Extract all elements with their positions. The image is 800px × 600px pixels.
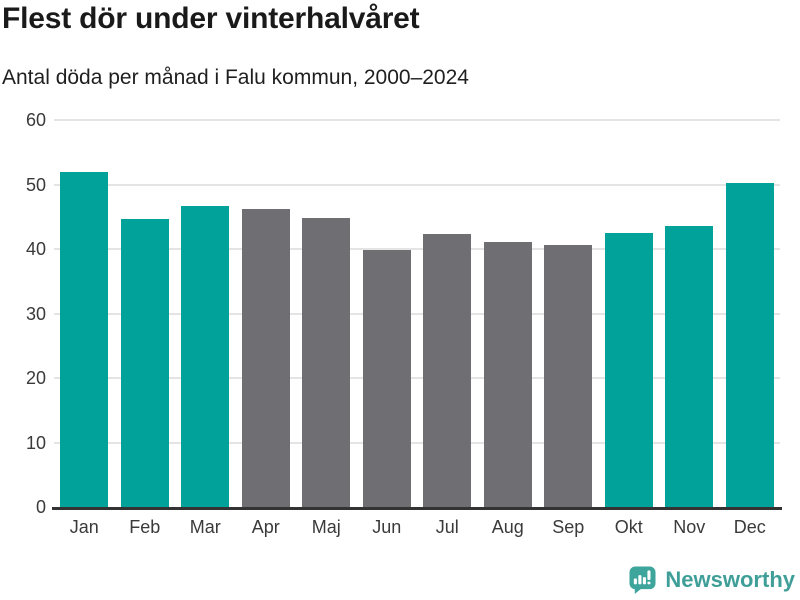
y-axis: 0 10 20 30 40 50 60: [0, 110, 46, 517]
y-tick-label-30: 30: [25, 303, 46, 324]
bar-mar: [181, 205, 230, 507]
bar-aug: [483, 241, 532, 507]
gridline-y-20: [54, 377, 780, 379]
gridline-y-40: [54, 248, 780, 250]
x-tick-label-jul: Jul: [435, 517, 459, 537]
x-tick-label-apr: Apr: [251, 517, 280, 537]
gridline-y-30: [54, 312, 780, 315]
x-tick-label-aug: Aug: [491, 517, 524, 537]
chart-subtitle: Antal döda per månad i Falu kommun, 2000…: [2, 66, 469, 89]
bar-feb: [120, 219, 169, 507]
gridline-y-50: [54, 183, 780, 186]
bar-jul: [423, 234, 472, 507]
x-axis: Jan Feb Mar Apr Maj Jun Jul Aug Sep Okt Nov Dec: [54, 517, 780, 541]
bar-okt: [604, 232, 653, 507]
gridline-y-10: [54, 441, 780, 444]
y-tick-label-0: 0: [35, 497, 46, 517]
chart-title: Flest dör under vinterhalvåret: [2, 2, 420, 35]
bar-dec: [725, 183, 774, 507]
bar-apr: [241, 209, 290, 507]
plot-area: [52, 119, 782, 510]
gridline-y-60: [54, 119, 780, 121]
y-tick-label-60: 60: [25, 110, 46, 130]
bar-maj: [302, 218, 351, 507]
y-tick-label-40: 40: [25, 239, 46, 259]
x-tick-label-okt: Okt: [614, 517, 643, 537]
bar-nov: [665, 225, 714, 507]
bar-jun: [362, 250, 411, 507]
brand-footer: Newsworthy: [629, 566, 795, 594]
x-tick-label-sep: Sep: [552, 517, 585, 537]
x-tick-label-jan: Jan: [69, 517, 99, 537]
brand-name: Newsworthy: [665, 567, 795, 592]
newsworthy-logo-icon: [629, 566, 656, 594]
x-tick-label-maj: Maj: [311, 517, 341, 537]
x-tick-label-mar: Mar: [189, 517, 221, 537]
bar-jan: [60, 172, 109, 507]
x-tick-label-feb: Feb: [129, 517, 161, 537]
x-tick-label-dec: Dec: [733, 517, 766, 537]
y-tick-label-50: 50: [25, 174, 46, 195]
y-tick-label-10: 10: [25, 432, 46, 453]
bar-sep: [544, 244, 593, 507]
x-tick-label-jun: Jun: [372, 517, 402, 537]
y-tick-label-20: 20: [25, 368, 46, 388]
x-axis-baseline: [52, 507, 782, 510]
x-tick-label-nov: Nov: [673, 517, 706, 537]
